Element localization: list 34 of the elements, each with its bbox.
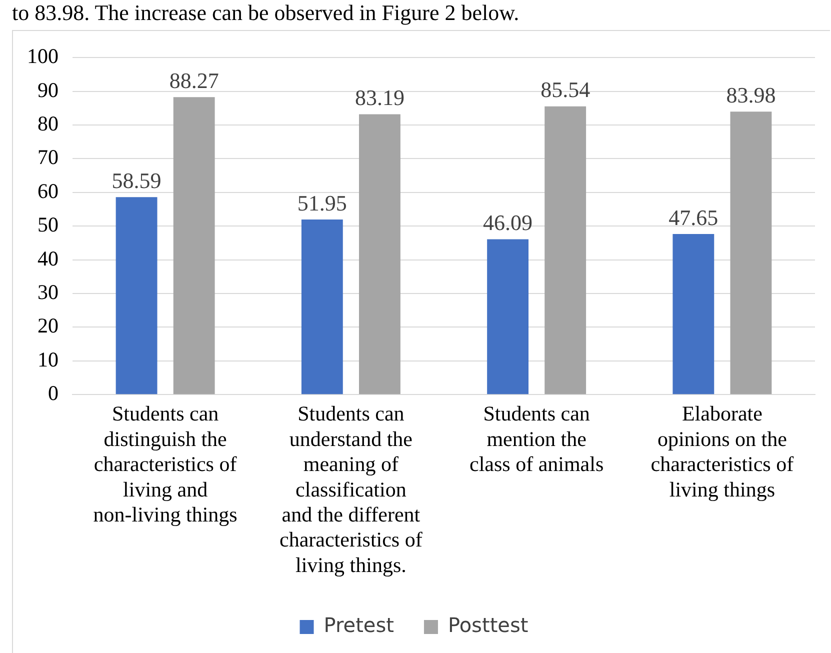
y-tick-label: 0 [48,381,58,406]
y-tick-label: 50 [38,212,58,237]
y-tick-label: 70 [38,145,58,170]
bar [487,239,529,394]
bar [173,97,215,394]
y-tick-label: 80 [38,112,58,136]
y-tick-label: 90 [38,78,58,102]
bar [544,106,586,394]
data-label: 51.95 [297,190,347,216]
y-tick-label: 20 [38,314,58,338]
bar [730,112,772,394]
y-tick-label: 100 [27,44,58,68]
bar [116,197,158,394]
data-label: 83.19 [354,85,404,110]
y-tick-label: 30 [38,280,58,304]
y-tick-label: 10 [38,347,58,372]
bar [672,234,714,394]
data-label: 47.65 [668,204,718,230]
x-tick-label: Elaborate opinions on the characteristics of living things [650,402,794,502]
x-tick-label: Students can mention the class of animals [469,402,604,476]
data-label: 46.09 [483,210,533,236]
data-label: 58.59 [112,168,162,193]
legend-label: Pretest [324,613,394,638]
bar [358,114,400,394]
data-label: 83.98 [726,82,776,108]
data-label: 88.27 [169,68,219,93]
data-label: 85.54 [540,77,590,102]
x-tick-label: Students can distinguish the characteristics of living and non-living things [93,402,238,527]
y-tick-label: 60 [38,178,58,203]
bar [301,220,343,394]
y-tick-label: 40 [38,246,58,270]
legend-label: Posttest [448,613,528,638]
text: to 83.98. The increase can be observed in Figure 2 below. [12,0,520,26]
x-tick-label: Students can understand the meaning of classification and the different characteristics of living things. [280,402,422,577]
